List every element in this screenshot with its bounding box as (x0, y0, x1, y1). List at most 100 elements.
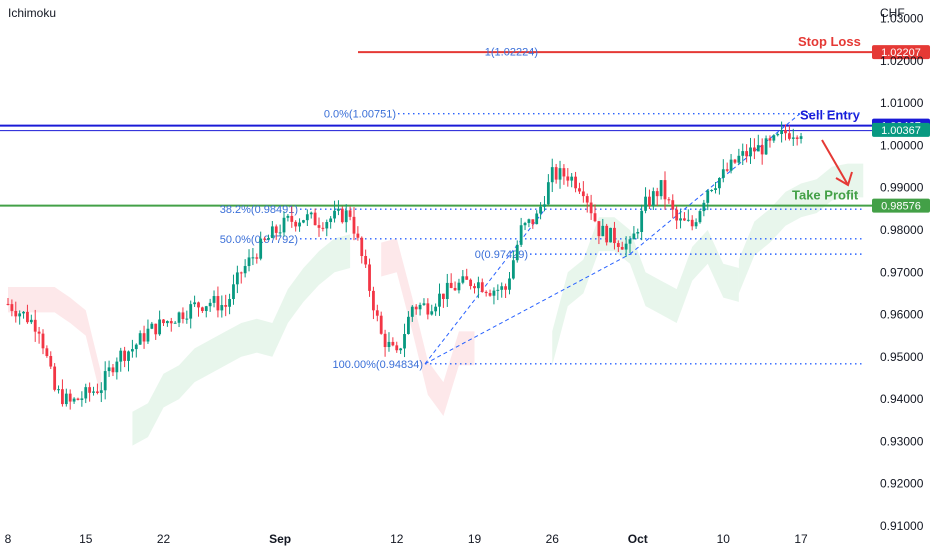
candle-body (364, 256, 368, 265)
cloud-bearish (8, 287, 102, 400)
candle-body (270, 226, 274, 238)
candle-body (399, 348, 403, 351)
candle-body (239, 272, 243, 274)
candle-body (531, 219, 535, 225)
currency-label: CHF (880, 6, 905, 20)
down-arrow-head (835, 171, 853, 187)
candle-body (550, 167, 554, 183)
level-price-tag-text: 0.98576 (881, 201, 921, 213)
cloud-bullish (552, 217, 739, 366)
level-name-label: Stop Loss (798, 34, 861, 49)
candle-body (453, 287, 457, 291)
candle-body (278, 232, 282, 234)
candle-body (546, 182, 550, 205)
candle-body (795, 137, 799, 139)
candle-body (683, 218, 686, 221)
x-tick-label: 10 (717, 532, 731, 546)
candle-body (344, 210, 348, 223)
candle-body (274, 226, 278, 233)
candle-body (581, 191, 585, 197)
fib-level-label: 100.00%(0.94834) (332, 359, 423, 371)
candle-body (585, 196, 589, 203)
candle-body (484, 291, 488, 294)
candle-body (123, 350, 127, 361)
level-name-label: Sell Entry (800, 108, 861, 123)
candle-body (228, 299, 231, 307)
candle-body (465, 276, 469, 280)
candle-body (348, 210, 352, 217)
candle-body (430, 311, 434, 315)
cloud-bullish (132, 234, 351, 446)
candle-body (508, 278, 511, 290)
candle-body (395, 345, 399, 351)
candle-body (702, 202, 706, 212)
candle-body (14, 310, 18, 317)
fib-trend-line (424, 208, 546, 365)
candle-body (68, 393, 72, 402)
candle-body (45, 348, 49, 357)
candle-body (566, 176, 570, 181)
candle-body (298, 222, 301, 227)
candle-body (628, 239, 632, 244)
candle-body (527, 219, 531, 223)
candle-body (764, 138, 768, 155)
candle-body (686, 219, 690, 221)
candle-body (99, 390, 103, 393)
candle-body (317, 225, 321, 228)
fib-trend-line (424, 253, 631, 365)
candle-body (76, 398, 80, 400)
candle-body (92, 391, 95, 393)
fib-level-label: 38.2%(0.98491) (220, 204, 298, 216)
candle-body (368, 264, 371, 291)
candle-body (37, 331, 41, 334)
candle-body (613, 227, 616, 244)
candle-body (741, 151, 745, 156)
annotations (821, 139, 853, 187)
candle-body (57, 389, 60, 391)
candle-body (476, 282, 480, 289)
fib-level-label: 50.0%(0.97792) (220, 234, 298, 246)
price-axis[interactable]: 1.03000 1.02000 1.01000 1.00000 0.99000 0.980… (880, 12, 924, 533)
candle-body (776, 134, 780, 136)
y-tick-label: 0.97000 (880, 265, 924, 279)
candle-body (302, 220, 305, 223)
x-tick-label: 8 (5, 532, 12, 546)
candle-body (737, 155, 741, 163)
candle-body (745, 151, 749, 157)
candle-body (29, 319, 33, 323)
candle-body (372, 290, 375, 311)
candle-body (714, 188, 717, 190)
time-axis[interactable]: 8 15 22 Sep 12 19 26 Oct 10 17 (5, 532, 808, 546)
x-tick-label: 12 (390, 532, 404, 546)
candle-body (488, 293, 492, 296)
y-tick-label: 0.95000 (880, 350, 924, 364)
candle-body (282, 217, 286, 233)
candle-body (96, 391, 99, 393)
candle-body (290, 215, 294, 222)
candle-body (18, 313, 22, 317)
candle-body (111, 367, 115, 373)
candle-body (473, 286, 476, 289)
candle-body (243, 266, 247, 274)
candle-body (543, 204, 546, 207)
candle-body (438, 293, 441, 307)
last-price-tag-text: 1.00367 (881, 125, 921, 137)
fib-level-label: 0.0%(1.00751) (324, 109, 396, 121)
candle-body (632, 233, 636, 240)
candle-body (142, 333, 146, 342)
y-tick-label: 0.98000 (880, 223, 924, 237)
y-tick-label: 0.96000 (880, 308, 924, 322)
candle-body (263, 238, 266, 240)
candle-body (84, 387, 88, 399)
candle-body (294, 221, 298, 227)
candle-body (593, 213, 597, 222)
candle-body (146, 328, 150, 342)
y-tick-label: 0.94000 (880, 392, 924, 406)
indicator-label[interactable]: Ichimoku (8, 6, 56, 20)
candle-body (162, 319, 165, 324)
down-arrow-line (821, 139, 849, 186)
candle-body (605, 225, 609, 243)
candle-body (127, 351, 130, 361)
